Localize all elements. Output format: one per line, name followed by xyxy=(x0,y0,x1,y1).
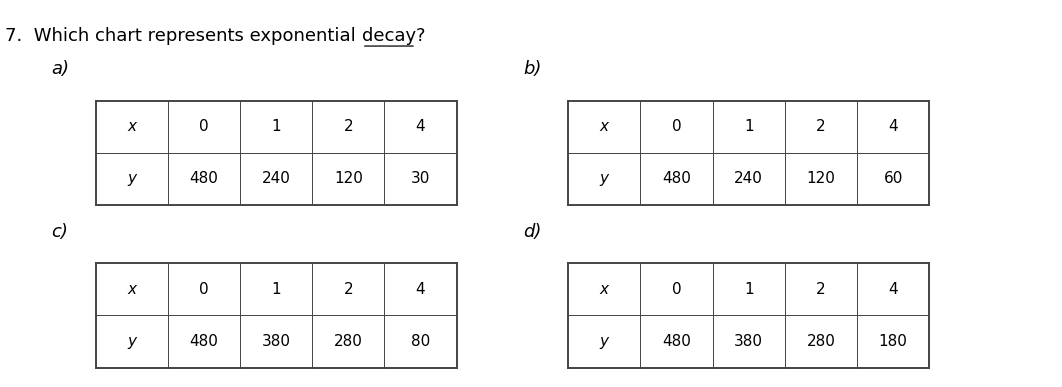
Text: x: x xyxy=(600,282,609,297)
Text: 180: 180 xyxy=(878,334,908,349)
Text: 1: 1 xyxy=(743,119,754,134)
Text: 80: 80 xyxy=(411,334,430,349)
Text: 4: 4 xyxy=(415,282,426,297)
Text: 4: 4 xyxy=(415,119,426,134)
Text: 240: 240 xyxy=(734,171,764,187)
Text: x: x xyxy=(127,282,136,297)
Text: 380: 380 xyxy=(734,334,764,349)
Text: b): b) xyxy=(524,60,542,78)
Text: 120: 120 xyxy=(806,171,836,187)
Text: decay: decay xyxy=(362,27,416,45)
Text: 0: 0 xyxy=(671,282,682,297)
Text: y: y xyxy=(127,171,136,187)
Text: 60: 60 xyxy=(884,171,903,187)
Text: 380: 380 xyxy=(261,334,291,349)
Text: 480: 480 xyxy=(662,334,691,349)
Text: 2: 2 xyxy=(343,282,354,297)
Text: 280: 280 xyxy=(333,334,363,349)
Text: 280: 280 xyxy=(806,334,836,349)
Text: x: x xyxy=(600,119,609,134)
Text: d): d) xyxy=(524,223,542,241)
Text: y: y xyxy=(127,334,136,349)
Text: 1: 1 xyxy=(743,282,754,297)
Text: 120: 120 xyxy=(333,171,363,187)
Text: x: x xyxy=(127,119,136,134)
Text: 1: 1 xyxy=(271,119,281,134)
Text: 480: 480 xyxy=(189,171,219,187)
Text: ?: ? xyxy=(416,27,426,45)
Text: a): a) xyxy=(51,60,69,78)
Text: 1: 1 xyxy=(271,282,281,297)
Text: 2: 2 xyxy=(816,119,826,134)
Text: 480: 480 xyxy=(189,334,219,349)
Text: 7.  Which chart represents exponential: 7. Which chart represents exponential xyxy=(5,27,362,45)
Text: 2: 2 xyxy=(343,119,354,134)
Text: 0: 0 xyxy=(199,119,209,134)
Text: 0: 0 xyxy=(199,282,209,297)
Text: c): c) xyxy=(51,223,68,241)
Text: 480: 480 xyxy=(662,171,691,187)
Text: 240: 240 xyxy=(261,171,291,187)
Text: 4: 4 xyxy=(888,119,898,134)
Text: 4: 4 xyxy=(888,282,898,297)
Text: y: y xyxy=(600,334,609,349)
Text: y: y xyxy=(600,171,609,187)
Text: 2: 2 xyxy=(816,282,826,297)
Text: 0: 0 xyxy=(671,119,682,134)
Text: 30: 30 xyxy=(411,171,430,187)
